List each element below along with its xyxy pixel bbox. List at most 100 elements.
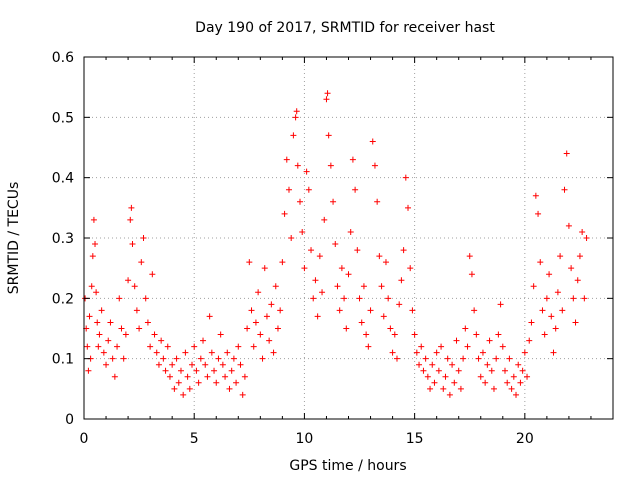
data-point [215,355,222,362]
data-point [360,283,367,290]
data-point [95,343,102,350]
data-point [486,337,493,344]
data-point [84,343,91,350]
data-point [182,349,189,356]
data-point [398,277,405,284]
data-point [539,307,546,314]
data-point [455,367,462,374]
data-point [369,138,376,145]
data-point [530,283,537,290]
data-point [105,337,112,344]
data-point [213,379,220,386]
data-point [572,319,579,326]
data-point [336,307,343,314]
data-point [475,355,482,362]
data-point [308,247,315,254]
data-point [493,355,500,362]
data-point [120,355,127,362]
data-point [177,367,184,374]
data-point [424,373,431,380]
data-point [402,174,409,181]
data-point [158,337,165,344]
data-point [433,349,440,356]
data-point [330,198,337,205]
data-point [257,331,264,338]
data-point [92,241,99,248]
data-point [114,343,121,350]
data-point [142,295,149,302]
data-point [111,373,118,380]
data-point [248,307,255,314]
data-point [202,361,209,368]
data-point [292,114,299,121]
data-point [266,337,273,344]
data-point [180,391,187,398]
data-point [497,301,504,308]
data-point [197,355,204,362]
data-point [283,156,290,163]
data-point [131,283,138,290]
data-point [259,355,266,362]
data-point [173,355,180,362]
data-point [400,247,407,254]
y-tick-labels: 0 0.1 0.2 0.3 0.4 0.5 0.6 [52,50,74,428]
data-point [116,295,123,302]
data-point [321,216,328,223]
data-point [347,228,354,235]
data-point [193,367,200,374]
data-point [200,337,207,344]
y-tick-label: 0.5 [52,110,74,126]
data-point [378,283,385,290]
data-point [122,331,129,338]
data-point [100,349,107,356]
data-point [477,373,484,380]
data-point [405,204,412,211]
data-point [446,391,453,398]
data-point [343,325,350,332]
data-point [334,283,341,290]
data-point [93,289,100,296]
data-point [563,150,570,157]
data-point [310,295,317,302]
data-point [128,204,135,211]
data-point [285,186,292,193]
data-point [546,271,553,278]
data-point [396,301,403,308]
data-point [169,361,176,368]
data-point [521,349,528,356]
data-point [237,361,244,368]
x-tick-label: 20 [516,431,534,447]
data-point [416,361,423,368]
data-point [462,325,469,332]
data-point [325,132,332,139]
data-point [524,373,531,380]
data-point [252,319,259,326]
y-tick-label: 0.2 [52,291,74,307]
data-point [94,319,101,326]
data-point [239,391,246,398]
data-point [391,331,398,338]
data-point [519,367,526,374]
data-point [389,349,396,356]
data-point [387,325,394,332]
data-point [314,313,321,320]
data-point [195,379,202,386]
data-point [574,277,581,284]
y-tick-label: 0.4 [52,171,74,187]
data-point [490,385,497,392]
data-point [211,367,218,374]
data-point [460,355,467,362]
data-point [175,379,182,386]
data-point [332,241,339,248]
data-point [171,385,178,392]
axis-ticks [83,56,613,420]
data-point [288,235,295,241]
data-point [268,301,275,308]
data-point [479,349,486,356]
data-point [206,313,213,320]
data-point [133,307,140,314]
data-point [345,271,352,278]
data-point [241,373,248,380]
data-point [442,373,449,380]
